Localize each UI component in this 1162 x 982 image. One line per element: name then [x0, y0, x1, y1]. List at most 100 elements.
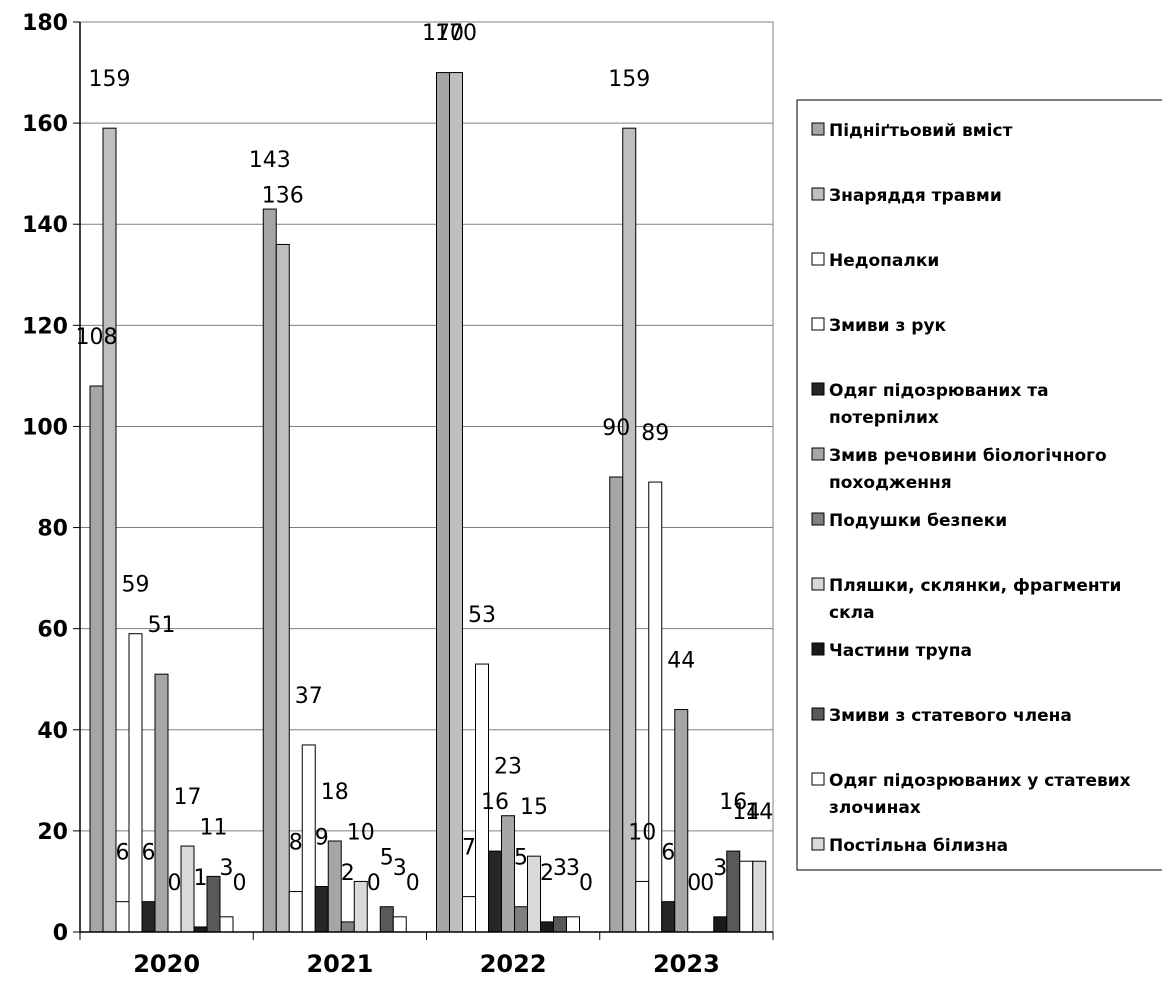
legend-label: Змиви з статевого члена — [829, 706, 1072, 726]
bar — [314, 886, 329, 933]
data-label: 6 — [116, 841, 130, 866]
bar — [379, 906, 394, 933]
y-tick-label: 140 — [22, 213, 68, 238]
bar — [739, 860, 754, 933]
bar — [102, 127, 117, 933]
legend-swatch — [811, 642, 825, 656]
y-tick-label: 100 — [22, 415, 68, 440]
bar — [275, 243, 290, 933]
bar — [180, 845, 195, 933]
bar — [752, 860, 767, 933]
data-label: 0 — [406, 871, 420, 896]
data-label: 7 — [462, 836, 476, 861]
data-label: 5 — [514, 846, 528, 871]
data-label: 10 — [347, 820, 375, 845]
data-label: 143 — [249, 148, 291, 173]
data-label: 18 — [321, 780, 349, 805]
legend-swatch — [811, 837, 825, 851]
data-label: 108 — [76, 325, 118, 350]
legend-label: Змив речовини біологічного походження — [829, 446, 1107, 493]
data-label: 5 — [380, 846, 394, 871]
legend-swatch — [811, 122, 825, 136]
legend-label: Постільна білизна — [829, 836, 1008, 856]
data-label: 17 — [174, 785, 202, 810]
data-label: 53 — [468, 603, 496, 628]
y-tick-label: 0 — [53, 921, 68, 946]
bar — [340, 921, 355, 933]
data-label: 59 — [122, 573, 150, 598]
bar — [449, 72, 463, 933]
data-label: 15 — [520, 795, 548, 820]
bar — [327, 840, 342, 933]
y-tick-label: 40 — [37, 719, 68, 744]
data-label: 3 — [220, 856, 234, 881]
bar — [540, 921, 554, 933]
data-label: 8 — [289, 831, 303, 856]
legend: Підніґтьовий вміст Знаряддя травми Недопал… — [796, 99, 1162, 871]
legend-label: Частини трупа — [829, 641, 972, 661]
bar — [527, 855, 541, 933]
bar — [514, 906, 528, 933]
bar — [726, 850, 741, 933]
legend-swatch — [811, 382, 825, 396]
bar — [661, 901, 676, 933]
bar — [635, 880, 650, 933]
legend-box — [796, 99, 1162, 871]
y-tick-label: 80 — [37, 517, 68, 542]
bar — [488, 850, 502, 933]
legend-label: Одяг підозрюваних та потерпілих — [829, 381, 1049, 428]
bar — [219, 916, 234, 933]
x-category-label: 2021 — [306, 950, 373, 978]
y-tick-label: 60 — [37, 618, 68, 643]
data-label: 11 — [200, 815, 228, 840]
data-label: 51 — [148, 613, 176, 638]
data-label: 170 — [435, 21, 477, 46]
data-label: 0 — [168, 871, 182, 896]
bars — [89, 72, 767, 933]
data-label: 14 — [732, 800, 760, 825]
data-label: 0 — [367, 871, 381, 896]
data-label: 6 — [661, 841, 675, 866]
legend-swatch — [811, 577, 825, 591]
bar — [648, 481, 663, 933]
bar — [301, 744, 316, 933]
bar — [206, 875, 221, 933]
legend-label: Недопалки — [829, 251, 939, 271]
y-tick-label: 120 — [22, 314, 68, 339]
x-category-label: 2022 — [480, 950, 547, 978]
data-label: 10 — [628, 820, 656, 845]
bar — [128, 633, 143, 933]
data-label: 0 — [579, 871, 593, 896]
data-label: 159 — [89, 67, 131, 92]
data-label: 0 — [700, 871, 714, 896]
data-label: 159 — [608, 67, 650, 92]
bar — [193, 926, 208, 933]
bar — [501, 815, 515, 933]
x-category-label: 2020 — [133, 950, 200, 978]
x-category-label: 2023 — [653, 950, 720, 978]
bar — [353, 880, 368, 933]
data-label: 3 — [553, 856, 567, 881]
legend-swatch — [811, 772, 825, 786]
bar — [462, 896, 476, 933]
bar — [89, 385, 104, 933]
legend-label: Одяг підозрюваних у статевих злочинах — [829, 771, 1131, 818]
data-label: 23 — [494, 755, 522, 780]
bar — [436, 72, 450, 933]
data-label: 2 — [341, 861, 355, 886]
bar — [115, 901, 130, 933]
bar — [674, 709, 689, 933]
legend-label: Пляшки, склянки, фрагменти скла — [829, 576, 1121, 623]
data-label: 3 — [393, 856, 407, 881]
data-label: 16 — [481, 790, 509, 815]
bar — [154, 673, 169, 933]
y-tick-label: 160 — [22, 112, 68, 137]
data-label: 16 — [719, 790, 747, 815]
bar — [553, 916, 567, 933]
data-label: 89 — [641, 421, 669, 446]
bar — [262, 208, 277, 933]
data-label: 14 — [745, 800, 773, 825]
data-label: 3 — [566, 856, 580, 881]
y-tick-label: 20 — [37, 820, 68, 845]
